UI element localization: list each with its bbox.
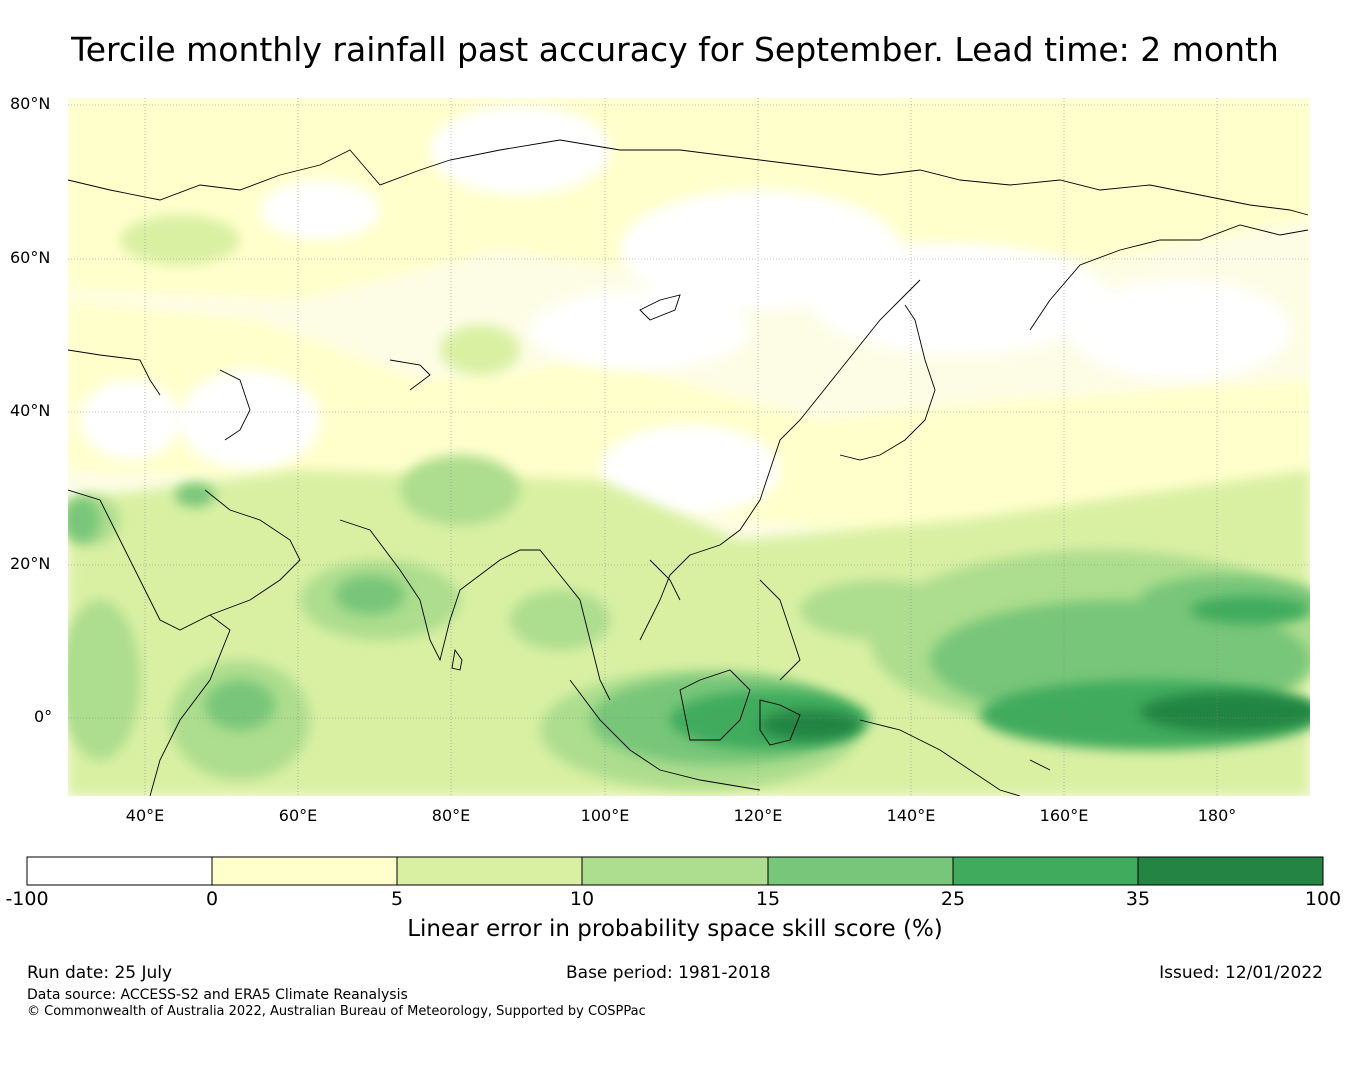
skill-band-35-100 — [760, 692, 1310, 740]
skill-field — [68, 98, 1310, 796]
issued-date: Issued: 12/01/2022 — [1159, 963, 1323, 983]
colorbar-tick: 10 — [569, 888, 595, 910]
gridlines — [68, 98, 1310, 796]
chart-title: Tercile monthly rainfall past accuracy f… — [71, 30, 1279, 69]
lat-label-60n: 60°N — [10, 248, 51, 267]
colorbar-tick: 100 — [1304, 888, 1342, 910]
colorbar — [26, 856, 1324, 886]
colorbar-label: Linear error in probability space skill … — [407, 916, 943, 942]
colorbar-segment-25-35 — [953, 857, 1138, 885]
colorbar-tick: 15 — [755, 888, 781, 910]
lat-label-40n: 40°N — [10, 401, 51, 420]
coastlines — [68, 139, 1309, 796]
lat-label-equator: 0° — [34, 707, 53, 726]
copyright: © Commonwealth of Australia 2022, Austra… — [27, 1004, 646, 1019]
run-date: Run date: 25 July — [27, 963, 173, 983]
lon-label-180: 180° — [1197, 806, 1237, 825]
lon-label-160e: 160°E — [1039, 806, 1089, 825]
lon-label-140e: 140°E — [886, 806, 936, 825]
colorbar-segment-5-10 — [397, 857, 582, 885]
colorbar-tick: 0 — [205, 888, 219, 910]
colorbar-tick: 35 — [1125, 888, 1151, 910]
lat-label-20n: 20°N — [10, 554, 51, 573]
lon-label-60e: 60°E — [278, 806, 318, 825]
colorbar-frame — [26, 856, 1324, 886]
colorbar-segment-neg100-0 — [27, 857, 212, 885]
colorbar-segment-0-5 — [212, 857, 397, 885]
base-period: Base period: 1981-2018 — [566, 963, 771, 983]
colorbar-segment-10-15 — [582, 857, 768, 885]
colorbar-tick: -100 — [5, 888, 49, 910]
lat-label-80n: 80°N — [10, 94, 51, 113]
colorbar-tick: 25 — [940, 888, 966, 910]
lon-label-120e: 120°E — [733, 806, 783, 825]
colorbar-segment-35-100 — [1138, 857, 1323, 885]
colorbar-segment-15-25 — [768, 857, 953, 885]
lon-label-100e: 100°E — [580, 806, 630, 825]
lon-label-40e: 40°E — [125, 806, 165, 825]
colorbar-tick: 5 — [390, 888, 404, 910]
data-source: Data source: ACCESS-S2 and ERA5 Climate … — [27, 987, 408, 1003]
lon-label-80e: 80°E — [431, 806, 471, 825]
